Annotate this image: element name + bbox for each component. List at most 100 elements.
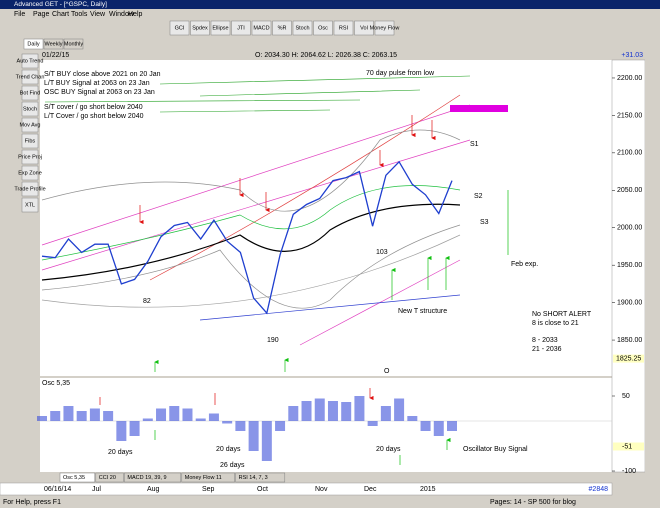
toolbar-button[interactable] — [190, 20, 210, 36]
toolbar-label: Osc — [318, 25, 328, 31]
indicator-tab-label: RSI 14, 7, 3 — [239, 475, 268, 481]
osc-bar — [261, 421, 272, 461]
toolbar-label: Vol — [360, 25, 368, 31]
toolbar-button[interactable] — [292, 20, 313, 36]
tool-label: Exp Zone — [18, 170, 42, 176]
y-tick-label: 2050.00 — [617, 187, 642, 194]
menu-item[interactable]: View — [90, 11, 106, 18]
indicator-tab-label: MACD 19, 39, 9 — [127, 475, 166, 481]
annotation: S3 — [480, 219, 489, 226]
title-bar — [0, 0, 660, 9]
tool-label: Auto Trend — [17, 58, 44, 64]
menu-item[interactable]: Chart — [52, 11, 69, 18]
tool-button[interactable] — [21, 197, 39, 213]
osc-bar — [433, 421, 444, 436]
osc-tick-label: 50 — [622, 393, 630, 400]
indicator-tab[interactable] — [95, 472, 124, 483]
tool-button[interactable] — [21, 101, 39, 117]
annotation: O — [384, 368, 390, 375]
menu-item[interactable]: Tools — [71, 11, 88, 18]
osc-bar — [156, 408, 167, 421]
osc-bar — [235, 421, 246, 431]
osc-bar — [63, 406, 74, 421]
tool-button[interactable] — [21, 181, 39, 197]
osc-bar — [195, 418, 206, 421]
annotation: 70 day pulse from low — [366, 70, 435, 77]
osc-bar — [89, 408, 100, 421]
toolbar-button[interactable] — [272, 20, 292, 36]
date-label: Aug — [147, 486, 160, 493]
annotation: 8 is close to 21 — [532, 320, 579, 327]
osc-bar — [208, 413, 219, 421]
y-tick-label: 1950.00 — [617, 262, 642, 269]
chart-date: 01/22/15 — [42, 52, 69, 59]
tool-label: XTL — [25, 202, 35, 208]
indicator-tab[interactable] — [235, 472, 286, 483]
tool-label: Trend Chan — [16, 74, 45, 80]
osc-bar — [222, 421, 233, 424]
toolbar-button[interactable] — [354, 20, 374, 36]
timeframe-tab[interactable] — [63, 38, 84, 50]
tool-button[interactable] — [21, 85, 39, 101]
osc-bar — [182, 408, 193, 421]
annotation: L/T BUY Signal at 2063 on 23 Jan — [44, 80, 150, 87]
osc-bar — [288, 406, 299, 421]
annotation: S1 — [470, 141, 479, 148]
osc-bar — [394, 398, 405, 421]
osc-bar — [248, 421, 259, 451]
timeframe-label: Daily — [27, 41, 39, 47]
osc-bar — [275, 421, 286, 431]
tool-button[interactable] — [21, 149, 39, 165]
indicator-tab-label: CCI 20 — [99, 475, 116, 481]
osc-bar — [341, 402, 352, 421]
annotation: S/T cover / go short below 2040 — [44, 104, 143, 111]
indicator-tab-label: Money Flow 11 — [185, 475, 222, 481]
toolbar-button[interactable] — [251, 20, 272, 36]
toolbar-button[interactable] — [231, 20, 251, 36]
date-label: Oct — [257, 486, 268, 493]
indicator-tab[interactable] — [124, 472, 182, 483]
osc-annotation: 20 days — [376, 446, 401, 453]
tool-label: Stoch — [23, 106, 37, 112]
timeframe-label: Monthly — [64, 41, 84, 47]
tool-button[interactable] — [21, 69, 39, 85]
osc-bar — [76, 411, 87, 421]
tool-button[interactable] — [21, 133, 39, 149]
toolbar-button[interactable] — [169, 20, 190, 36]
tool-button[interactable] — [21, 53, 39, 69]
osc-bar — [327, 401, 338, 421]
osc-bar — [380, 406, 391, 421]
tool-button[interactable] — [21, 165, 39, 181]
annotation: 21 - 2036 — [532, 346, 562, 353]
indicator-tab[interactable] — [59, 472, 96, 483]
status-help: For Help, press F1 — [3, 499, 61, 506]
toolbar-label: Spdex — [192, 25, 208, 31]
toolbar-label: Stoch — [295, 25, 309, 31]
toolbar-button[interactable] — [313, 20, 333, 36]
annotation: New T structure — [398, 308, 447, 315]
timeframe-tab[interactable] — [43, 38, 64, 50]
toolbar-button[interactable] — [374, 20, 395, 36]
tool-button[interactable] — [21, 117, 39, 133]
status-bar — [0, 496, 660, 508]
date-label: Jul — [92, 486, 101, 493]
y-tick-label: 2100.00 — [617, 150, 642, 157]
menu-item[interactable]: Window — [109, 11, 135, 18]
toolbar-button[interactable] — [210, 20, 231, 36]
osc-bar — [407, 416, 418, 421]
menu-item[interactable]: Help — [128, 11, 143, 18]
osc-bar — [103, 411, 114, 421]
window-title: Advanced GET - [^GSPC, Daily] — [14, 1, 107, 8]
timeframe-tab[interactable] — [23, 38, 44, 50]
tool-label: Bot Find — [20, 90, 40, 96]
toolbar-label: Money Flow — [370, 25, 400, 31]
y-tick-label: 1850.00 — [617, 337, 642, 344]
toolbar-button[interactable] — [333, 20, 354, 36]
menu-item[interactable]: File — [14, 11, 25, 18]
indicator-tab-label: Osc 5,35 — [63, 475, 85, 481]
y-tick-label: 2000.00 — [617, 225, 642, 232]
menu-item[interactable]: Page — [33, 11, 49, 18]
record: #2848 — [589, 486, 609, 493]
tool-label: Mov Avg — [20, 122, 41, 128]
indicator-tab[interactable] — [181, 472, 235, 483]
